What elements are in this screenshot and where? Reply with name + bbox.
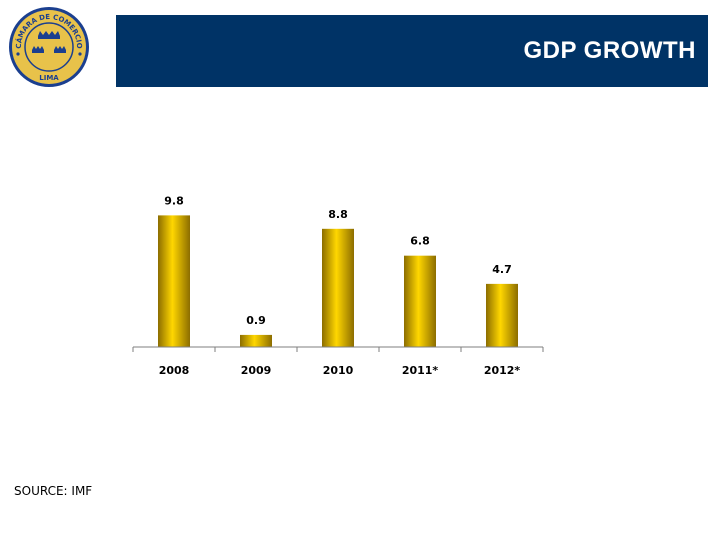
- data-label: 6.8: [410, 235, 430, 248]
- title-bar: GDP GROWTH: [116, 15, 708, 87]
- bar-2010: [322, 228, 354, 347]
- x-tick-label: 2010: [323, 364, 354, 377]
- bar-2009: [240, 334, 272, 347]
- x-tick-label: 2008: [159, 364, 190, 377]
- camara-de-comercio-logo: CÁMARA DE COMERCIO LIMA: [9, 7, 89, 87]
- data-label: 4.7: [492, 263, 512, 276]
- x-tick-label: 2011*: [402, 364, 439, 377]
- page-title: GDP GROWTH: [523, 37, 696, 64]
- x-tick-label: 2012*: [484, 364, 521, 377]
- source-note: SOURCE: IMF: [14, 484, 93, 498]
- data-label: 0.9: [246, 314, 266, 327]
- crowns-icon: [32, 31, 66, 53]
- bar-2012: [486, 283, 518, 347]
- data-label: 8.8: [328, 208, 348, 221]
- logo-bottom-text: LIMA: [39, 74, 59, 82]
- bar-2008: [158, 215, 190, 347]
- data-label: 9.8: [164, 194, 184, 207]
- x-tick-label: 2009: [241, 364, 272, 377]
- bar-2011: [404, 255, 436, 347]
